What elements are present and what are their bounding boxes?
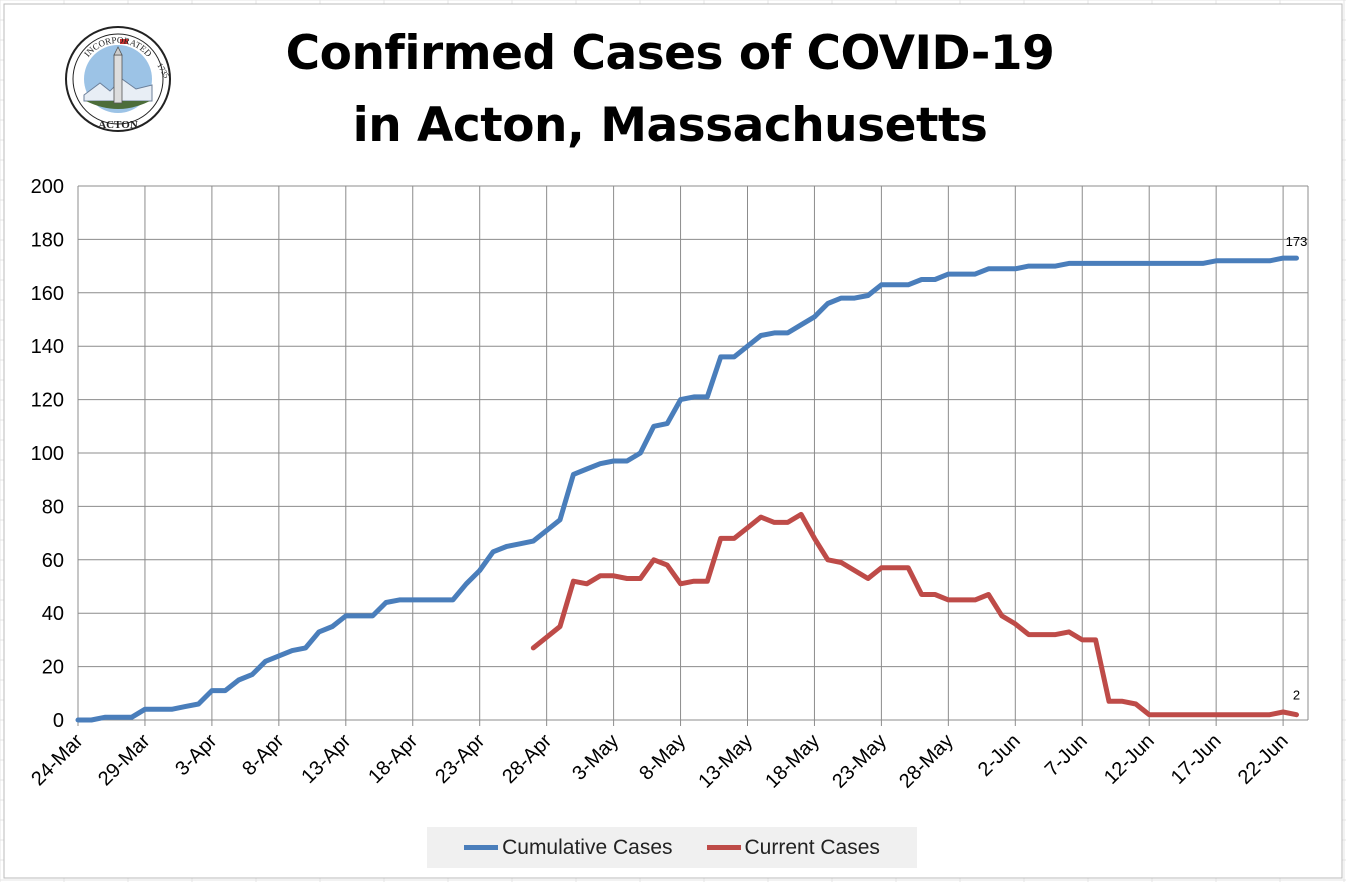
acton-town-seal-logo: INCORPORATED 1735 ACTON: [65, 26, 171, 132]
legend: Cumulative Cases Current Cases: [427, 827, 917, 868]
y-tick-label: 20: [42, 657, 64, 679]
x-tick-label: 18-Apr: [364, 730, 422, 788]
x-tick-label: 8-Apr: [238, 730, 288, 780]
y-tick-label: 200: [31, 176, 64, 198]
legend-swatch-blue: [464, 845, 499, 850]
x-tick-label: 3-May: [568, 730, 623, 785]
y-tick-label: 120: [31, 390, 64, 412]
x-tick-label: 12-Jun: [1100, 730, 1159, 789]
data-label: 2: [1293, 688, 1300, 703]
logo-bottom-text: ACTON: [98, 119, 138, 131]
x-tick-label: 24-Mar: [27, 730, 88, 791]
chart-subtitle: in Acton, Massachusetts: [352, 98, 988, 153]
legend-label: Cumulative Cases: [502, 835, 673, 859]
x-tick-label: 29-Mar: [94, 730, 155, 791]
y-tick-label: 140: [31, 336, 64, 358]
x-tick-label: 17-Jun: [1167, 730, 1226, 789]
data-label: 173: [1286, 234, 1308, 249]
legend-item-cumulative: Cumulative Cases: [464, 835, 673, 860]
x-tick-label: 23-Apr: [431, 730, 489, 788]
x-tick-label: 13-May: [694, 730, 757, 793]
current-cases-line: [530, 511, 1299, 718]
y-tick-label: 60: [42, 550, 64, 572]
x-tick-label: 2-Jun: [974, 730, 1025, 781]
y-tick-label: 100: [31, 443, 64, 465]
x-tick-label: 22-Jun: [1234, 730, 1293, 789]
cumulative-cases-line: [75, 255, 1299, 723]
x-tick-label: 23-May: [828, 730, 891, 793]
x-tick-label: 28-May: [895, 730, 958, 793]
legend-item-current: Current Cases: [706, 835, 880, 860]
chart-border: [3, 3, 1343, 879]
legend-label: Current Cases: [744, 835, 880, 859]
legend-swatch-red: [706, 845, 741, 850]
x-tick-label: 7-Jun: [1041, 730, 1092, 781]
y-tick-label: 180: [31, 229, 64, 251]
y-tick-label: 80: [42, 496, 64, 518]
x-tick-label: 18-May: [761, 730, 824, 793]
chart-title: Confirmed Cases of COVID-19: [285, 26, 1055, 81]
y-tick-label: 0: [53, 710, 64, 732]
y-tick-label: 160: [31, 283, 64, 305]
x-tick-label: 3-Apr: [171, 730, 221, 780]
x-tick-label: 13-Apr: [297, 730, 355, 788]
y-tick-label: 40: [42, 603, 64, 625]
x-tick-label: 8-May: [635, 730, 690, 785]
x-tick-label: 28-Apr: [498, 730, 556, 788]
